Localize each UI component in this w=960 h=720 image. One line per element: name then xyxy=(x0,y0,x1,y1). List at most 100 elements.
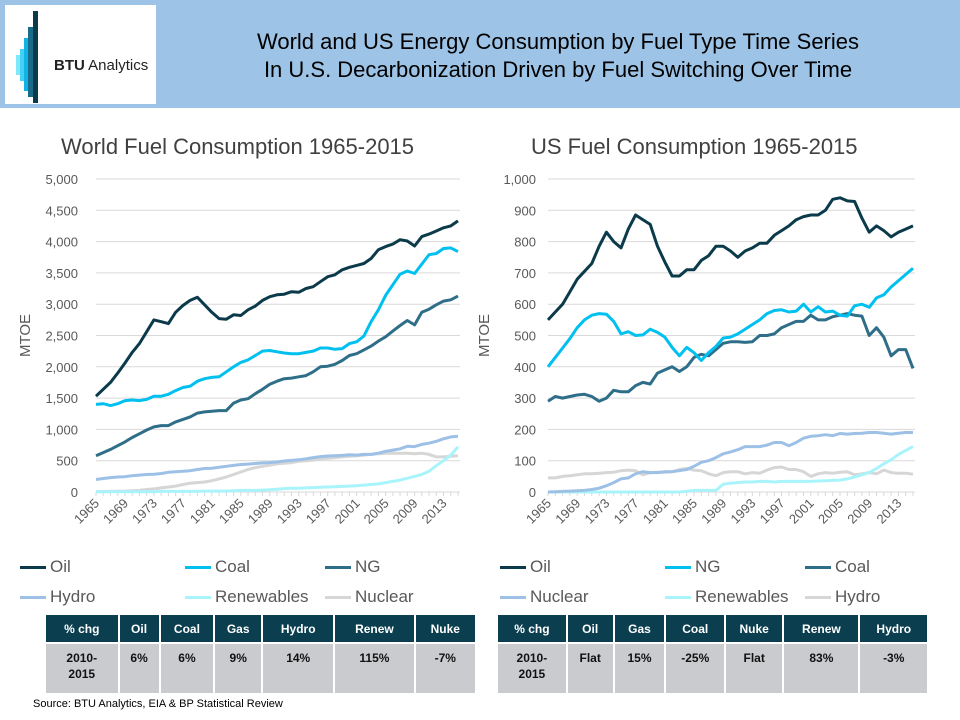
y-tick-label: 300 xyxy=(514,391,536,406)
y-tick-label: 900 xyxy=(514,203,536,218)
table-cell: 14% xyxy=(263,644,334,693)
table-cell: -7% xyxy=(415,644,475,693)
logo: BTU Analytics xyxy=(5,5,156,104)
y-tick-label: 3,500 xyxy=(45,266,78,281)
y-tick-label: 700 xyxy=(514,266,536,281)
x-tick-label: 1997 xyxy=(303,496,334,527)
legend-label: Coal xyxy=(215,557,250,576)
legend-swatch xyxy=(185,566,211,569)
legend-swatch xyxy=(805,596,831,599)
x-tick-label: 1973 xyxy=(581,496,612,527)
series-line-ng xyxy=(546,267,914,368)
y-tick-label: 4,000 xyxy=(45,235,78,250)
legend-swatch xyxy=(805,566,831,569)
x-tick-label: 1989 xyxy=(698,496,729,527)
series-line-hydro xyxy=(548,465,914,480)
x-tick-label: 1965 xyxy=(523,496,554,527)
table-cell: 115% xyxy=(335,644,414,693)
x-tick-label: 1969 xyxy=(100,496,131,527)
legend-label: Nuclear xyxy=(530,587,589,606)
table-header-cell: Oil xyxy=(119,615,159,642)
y-tick-label: 0 xyxy=(529,485,536,500)
legend-label: Renewables xyxy=(695,587,789,606)
legend-label: Oil xyxy=(50,557,71,576)
y-axis-label: MTOE xyxy=(476,314,493,357)
table-cell: Flat xyxy=(726,644,783,693)
table-cell: -3% xyxy=(860,644,927,693)
table-header-cell: Nuke xyxy=(415,615,475,642)
legend-label: Hydro xyxy=(835,587,881,606)
main-title-line2: In U.S. Decarbonization Driven by Fuel S… xyxy=(263,57,853,82)
legend-swatch xyxy=(665,566,691,569)
legend-swatch xyxy=(325,566,351,569)
source-note: Source: BTU Analytics, EIA & BP Statisti… xyxy=(33,698,283,710)
x-tick-label: 2009 xyxy=(390,496,421,527)
table-header-cell: Gas xyxy=(614,615,665,642)
x-tick-label: 2009 xyxy=(844,496,875,527)
table-header-cell: Hydro xyxy=(860,615,927,642)
main-title-line1: World and US Energy Consumption by Fuel … xyxy=(256,29,860,54)
table-header-cell: Renew xyxy=(335,615,414,642)
y-tick-label: 5,000 xyxy=(45,172,78,187)
x-tick-label: 1977 xyxy=(611,496,642,527)
table-cell: 6% xyxy=(160,644,214,693)
legend-label: Nuclear xyxy=(355,587,414,606)
y-tick-label: 800 xyxy=(514,235,536,250)
table-header-cell: % chg xyxy=(498,615,566,642)
x-tick-label: 1985 xyxy=(669,496,700,527)
legend-label: Oil xyxy=(530,557,551,576)
legend-swatch xyxy=(20,566,46,569)
x-tick-label: 2013 xyxy=(419,496,450,527)
y-tick-label: 200 xyxy=(514,422,536,437)
table-cell: 2010- 2015 xyxy=(498,644,566,693)
y-tick-label: 1,000 xyxy=(45,422,78,437)
series-line-oil xyxy=(94,219,459,398)
legend-label: Renewables xyxy=(215,587,309,606)
table-header-row: % chg Oil Coal Gas Hydro Renew Nuke xyxy=(46,615,475,642)
x-tick-label: 2013 xyxy=(873,496,904,527)
y-tick-label: 1,000 xyxy=(503,172,536,187)
x-tick-label: 1993 xyxy=(274,496,305,527)
table-row: 2010- 2015 6% 6% 9% 14% 115% -7% xyxy=(46,644,475,693)
x-tick-label: 2001 xyxy=(786,496,817,527)
x-tick-label: 1981 xyxy=(187,496,218,527)
series-line-nuclear xyxy=(95,451,459,494)
legend-label: Coal xyxy=(835,557,870,576)
series-line-coal xyxy=(95,246,459,408)
x-tick-label: 1989 xyxy=(245,496,276,527)
x-tick-label: 1985 xyxy=(216,496,247,527)
y-tick-label: 0 xyxy=(71,485,78,500)
us-chart: 0 100 200 300 400 500 600 700 800 900 1,000 1965196… xyxy=(476,172,915,527)
series-line-ng xyxy=(95,294,459,458)
x-tick-label: 1977 xyxy=(158,496,189,527)
table-header-cell: Oil xyxy=(567,615,613,642)
y-axis-label: MTOE xyxy=(17,314,34,357)
series-line-oil xyxy=(546,196,914,321)
y-tick-label: 100 xyxy=(514,454,536,469)
logo-bars-icon xyxy=(16,11,38,103)
legend-swatch xyxy=(325,596,351,599)
table-cell: -25% xyxy=(666,644,725,693)
table-row: 2010- 2015 Flat 15% -25% Flat 83% -3% xyxy=(498,644,927,693)
series-line-renewables xyxy=(548,445,914,494)
header-banner: BTU Analytics World and US Energy Consum… xyxy=(0,0,960,108)
legend-swatch xyxy=(665,596,691,599)
x-tick-label: 1965 xyxy=(71,496,102,527)
table-header-cell: Coal xyxy=(666,615,725,642)
x-tick-label: 2005 xyxy=(815,496,846,527)
table-cell: 6% xyxy=(119,644,159,693)
y-tick-label: 2,000 xyxy=(45,360,78,375)
series-line-renewables xyxy=(96,445,460,494)
y-tick-label: 500 xyxy=(514,329,536,344)
table-header-cell: Hydro xyxy=(263,615,334,642)
legend-label: Hydro xyxy=(50,587,96,606)
table-header-cell: Renew xyxy=(784,615,859,642)
series-line-hydro xyxy=(95,434,459,481)
legend-swatch xyxy=(20,596,46,599)
table-cell: 9% xyxy=(215,644,262,693)
x-tick-label: 2005 xyxy=(361,496,392,527)
legend-swatch xyxy=(185,596,211,599)
y-tick-label: 4,500 xyxy=(45,203,78,218)
table-cell: 2010- 2015 xyxy=(46,644,118,693)
